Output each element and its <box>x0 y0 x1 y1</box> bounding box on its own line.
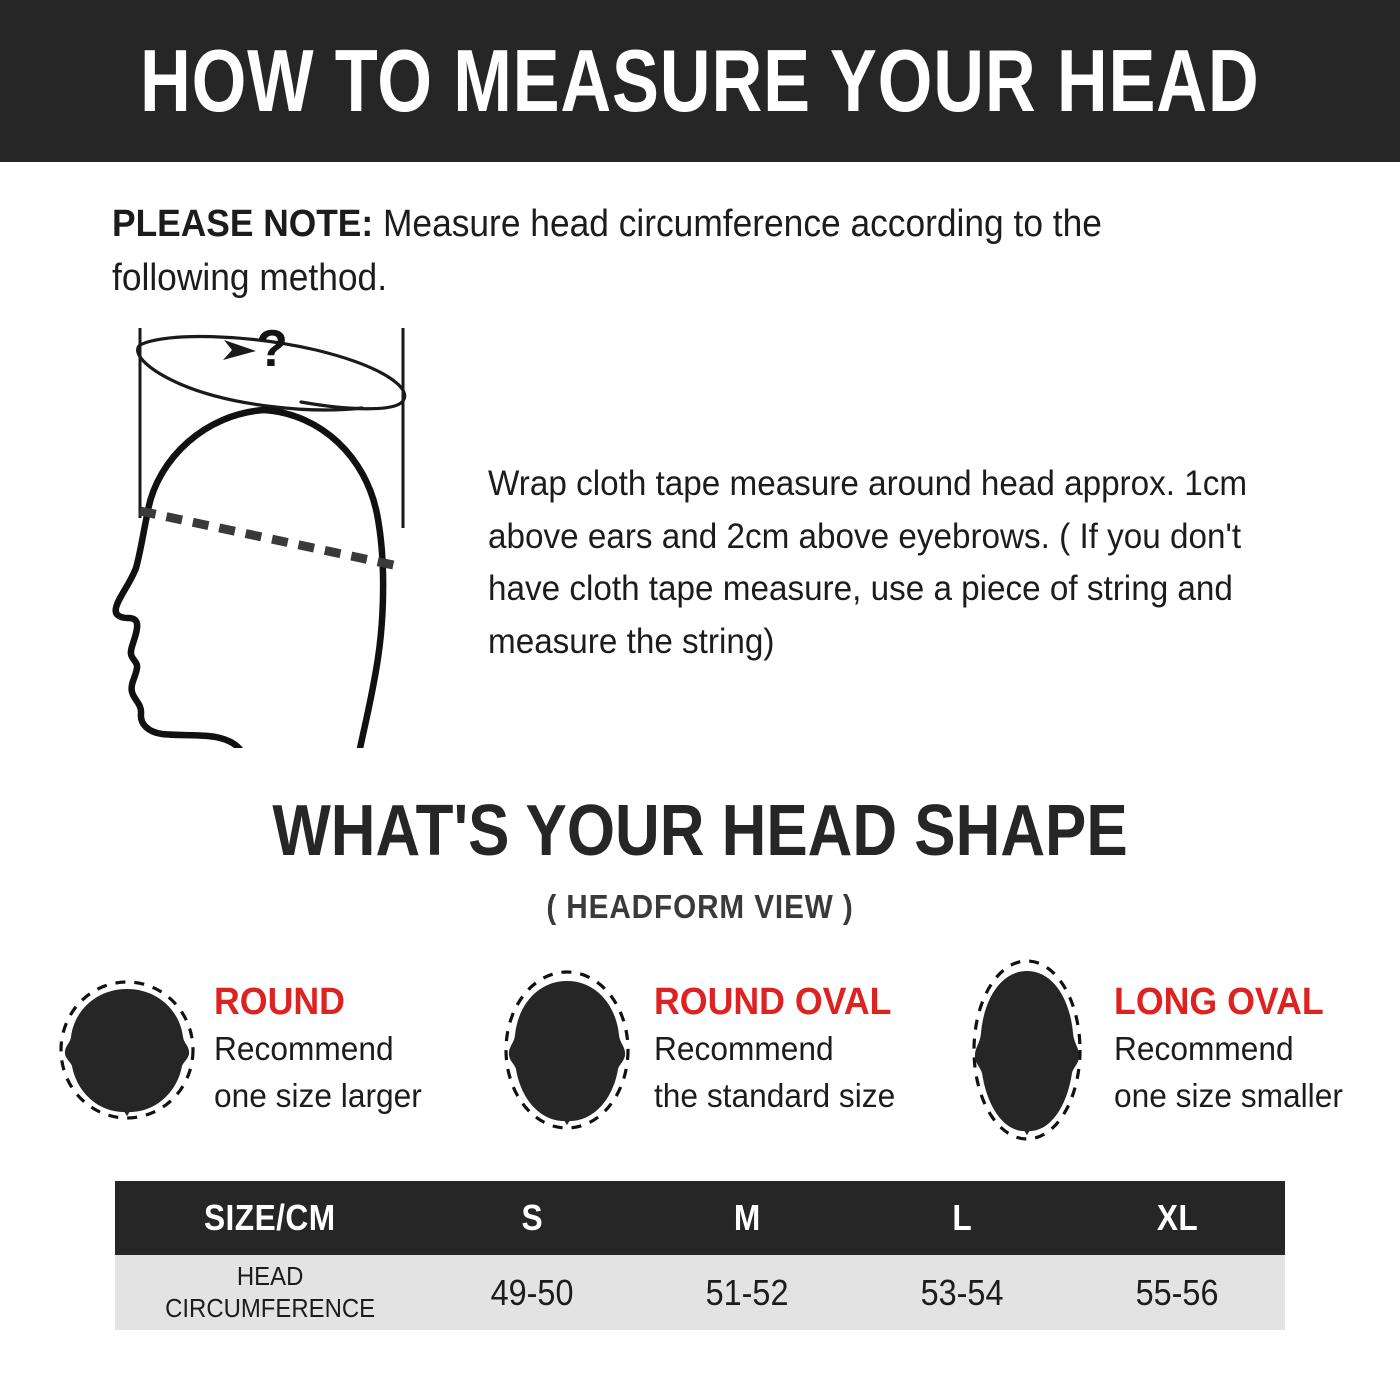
head-shape-rec-line2: one size smaller <box>1114 1076 1343 1114</box>
measure-loop-arrow-icon <box>138 334 407 411</box>
card-text-round-oval: ROUND OVAL Recommend the standard size <box>642 980 907 1117</box>
head-shape-label: ROUND OVAL <box>654 980 892 1023</box>
head-shape-subtitle: ( HEADFORM VIEW ) <box>546 888 854 925</box>
table-cell-xl-value: 55-56 <box>1136 1271 1219 1313</box>
head-measure-diagram: ? <box>96 318 476 748</box>
table-cell-s-value: 49-50 <box>491 1271 574 1313</box>
head-profile-icon <box>112 406 387 748</box>
head-shape-rec-line2: one size larger <box>214 1076 422 1114</box>
question-mark: ? <box>256 320 288 378</box>
dashed-measure-line-icon <box>139 506 399 571</box>
round-head-shape-icon <box>52 955 202 1145</box>
head-shape-card-long-oval: LONG OVAL Recommend one size smaller <box>952 955 1352 1145</box>
please-note-block: PLEASE NOTE: Measure head circumference … <box>112 198 1242 306</box>
table-header-xl: XL <box>1156 1197 1199 1238</box>
please-note-label: PLEASE NOTE: <box>112 203 374 245</box>
head-shape-card-round: ROUND Recommend one size larger <box>52 955 430 1145</box>
size-chart-table: SIZE/CM S M L XL HEAD CIRCUMFERENCE 49-50… <box>115 1181 1285 1330</box>
head-shape-rec-line1: Recommend <box>1114 1029 1294 1067</box>
table-header-m: M <box>734 1197 761 1238</box>
table-cell-m-value: 51-52 <box>706 1271 789 1313</box>
header-bar: HOW TO MEASURE YOUR HEAD <box>0 0 1400 162</box>
head-shape-title: WHAT'S YOUR HEAD SHAPE <box>272 791 1128 871</box>
long-oval-head-shape-icon <box>952 955 1102 1145</box>
table-cell-l-value: 53-54 <box>921 1271 1004 1313</box>
table-header-size-cm: SIZE/CM <box>204 1197 336 1238</box>
card-text-round: ROUND Recommend one size larger <box>202 980 430 1117</box>
head-shape-card-round-oval: ROUND OVAL Recommend the standard size <box>492 955 907 1145</box>
measure-instructions: Wrap cloth tape measure around head appr… <box>488 464 1248 661</box>
head-shape-rec-line1: Recommend <box>214 1029 394 1067</box>
head-shape-rec-line1: Recommend <box>654 1029 834 1067</box>
table-row: HEAD CIRCUMFERENCE 49-50 51-52 53-54 55-5… <box>115 1255 1285 1330</box>
round-oval-head-shape-icon <box>492 955 642 1145</box>
table-header-row: SIZE/CM S M L XL <box>115 1181 1285 1255</box>
head-shape-cards: ROUND Recommend one size larger ROUND OV… <box>0 955 1400 1155</box>
head-shape-rec-line2: the standard size <box>654 1076 896 1114</box>
head-shape-label: LONG OVAL <box>1114 980 1324 1023</box>
page-title: HOW TO MEASURE YOUR HEAD <box>140 31 1260 130</box>
please-note-text: Measure head circumference according to … <box>112 203 1102 299</box>
card-text-long-oval: LONG OVAL Recommend one size smaller <box>1102 980 1352 1117</box>
head-shape-label: ROUND <box>214 980 345 1023</box>
table-header-s: S <box>521 1197 544 1238</box>
table-header-l: L <box>952 1197 973 1238</box>
table-row-label-head-circumference: HEAD CIRCUMFERENCE <box>165 1261 375 1323</box>
